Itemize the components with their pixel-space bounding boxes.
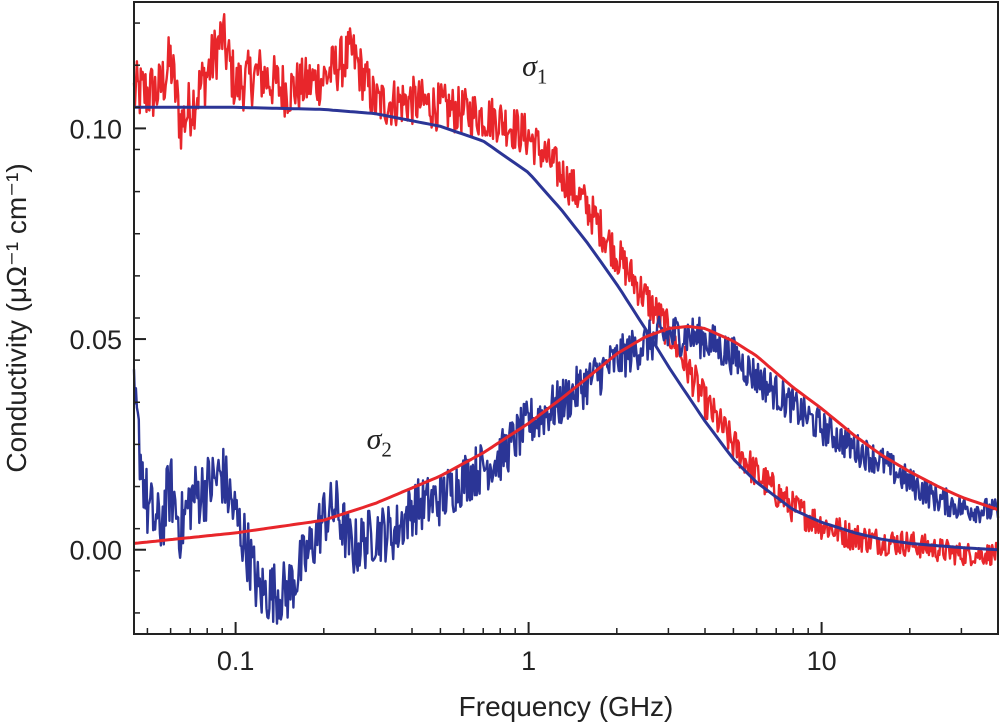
ticks-layer: 0.1 1 10 0.00 0.05 0.10: [69, 22, 963, 676]
y-axis-label: Conductivity (μΩ⁻¹ cm⁻¹): [1, 163, 32, 472]
series-layer: [132, 13, 1000, 625]
fit-series-line-3: [133, 325, 999, 545]
y-tick-label-0: 0.00: [69, 536, 122, 566]
measured-series-line-1: [132, 315, 1000, 625]
fit-series-line-2: [134, 105, 999, 552]
x-tick-label-1: 1: [521, 646, 536, 676]
x-tick-label-0: 0.1: [217, 646, 255, 676]
x-tick-label-2: 10: [807, 646, 837, 676]
y-tick-label-2: 0.10: [69, 114, 122, 144]
series-label-symbol: σ: [522, 50, 538, 83]
series-label-1: σ2: [367, 423, 392, 462]
series-label-symbol: σ: [367, 423, 383, 456]
series-label-0: σ1: [522, 50, 547, 89]
series-label-subscript: 1: [537, 65, 548, 89]
x-axis-label: Frequency (GHz): [459, 691, 674, 722]
measured-series-line-0: [132, 13, 1000, 567]
series-label-subscript: 2: [381, 438, 392, 462]
y-tick-label-1: 0.05: [69, 325, 122, 355]
